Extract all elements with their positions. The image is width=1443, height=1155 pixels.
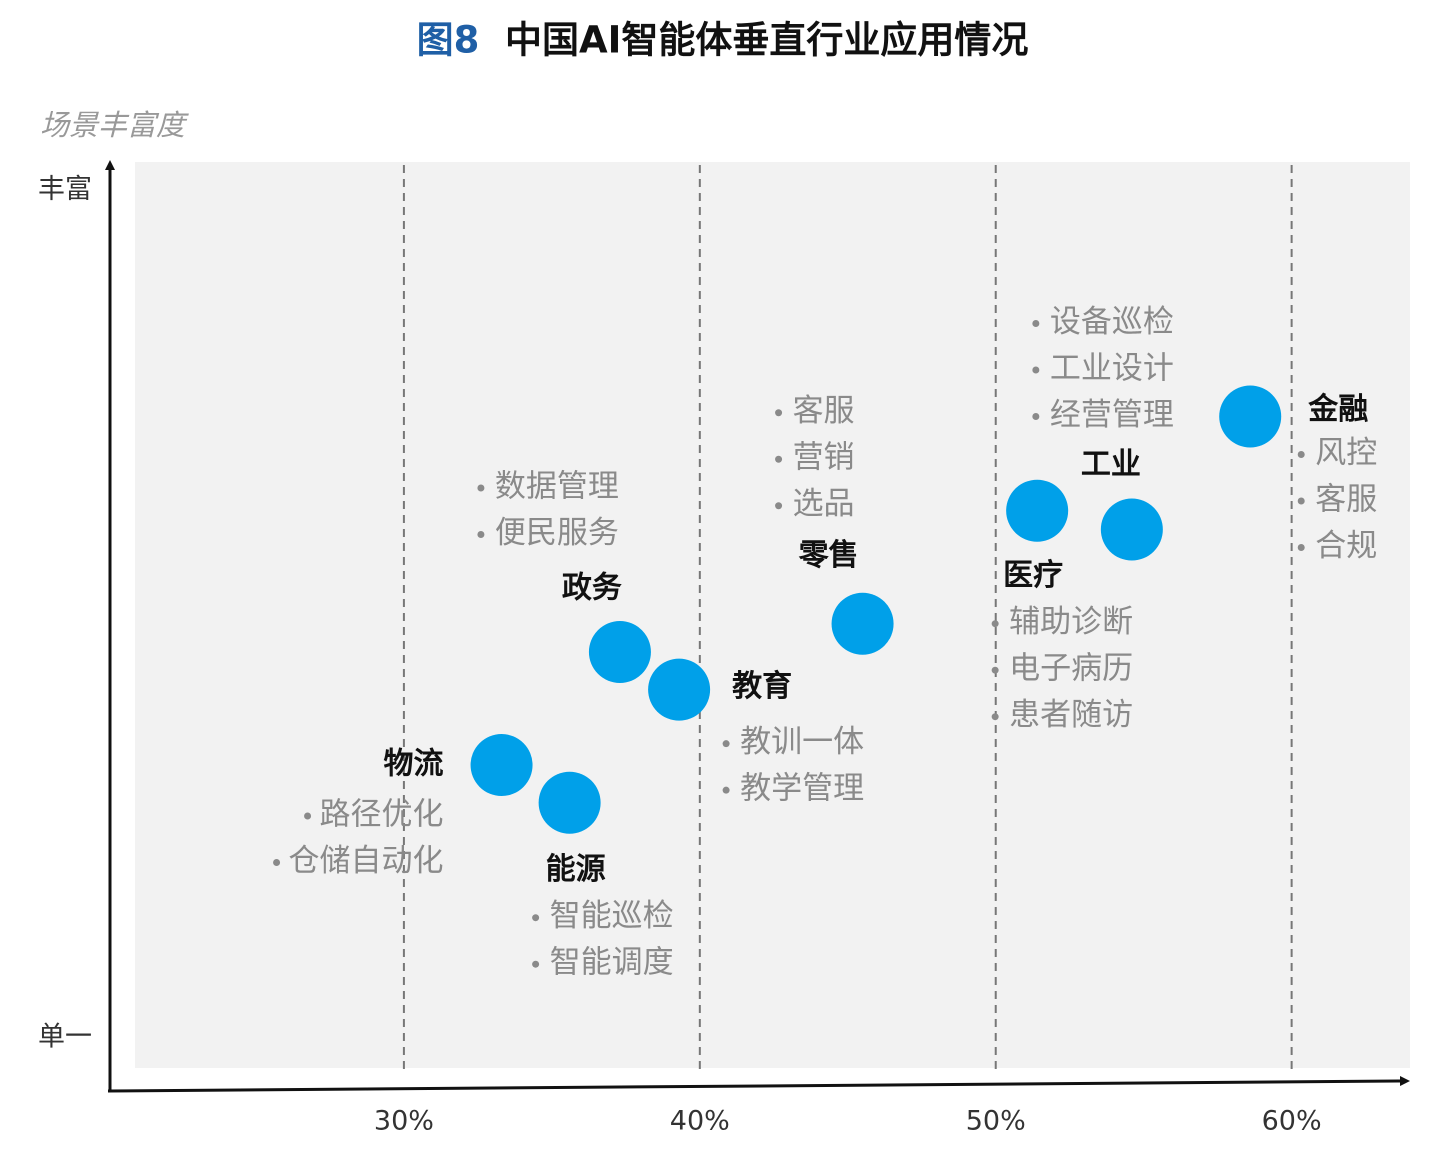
bullet (722, 740, 730, 748)
bullet (775, 502, 783, 510)
x-tick-label: 30% (374, 1106, 434, 1137)
point-item: 仓储自动化 (289, 843, 444, 879)
bullet (1032, 413, 1040, 421)
bullet (1297, 497, 1305, 505)
x-axis (107, 1076, 1410, 1093)
point (1219, 385, 1282, 448)
point-item: 工业设计 (1050, 351, 1174, 387)
point-label: 教育 (732, 669, 792, 704)
bullet (1297, 544, 1305, 552)
point-item: 智能调度 (550, 945, 674, 981)
bullet (304, 812, 312, 820)
point-label: 能源 (546, 852, 606, 887)
point-item: 教学管理 (740, 771, 864, 807)
point (538, 771, 601, 834)
bullet (991, 666, 999, 674)
point-item: 风控 (1315, 435, 1377, 471)
point-item: 教训一体 (740, 724, 864, 760)
point-item: 合规 (1315, 528, 1377, 564)
point-item: 营销 (793, 440, 855, 476)
point-item: 电子病历 (1009, 651, 1133, 687)
point (831, 592, 894, 655)
x-tick-label: 60% (1262, 1106, 1322, 1137)
bullet (991, 713, 999, 721)
bullet (1297, 451, 1305, 459)
y-axis-label: 场景丰富度 (40, 108, 189, 142)
bullet (991, 620, 999, 628)
bullet (532, 914, 540, 922)
y-tick-label: 丰富 (38, 174, 92, 205)
point-label: 医疗 (1003, 558, 1063, 593)
bullet (477, 530, 485, 538)
bullet (532, 960, 540, 968)
point-item: 患者随访 (1009, 697, 1133, 733)
point-item: 智能巡检 (550, 898, 674, 934)
point (1100, 498, 1163, 561)
point (588, 620, 651, 683)
chart-title: 中国AI智能体垂直行业应用情况 (505, 19, 1028, 62)
bullet (775, 455, 783, 463)
point-item: 设备巡检 (1050, 304, 1174, 340)
point-item: 选品 (793, 486, 855, 522)
point-item: 路径优化 (320, 797, 444, 833)
point (1006, 479, 1069, 542)
point (648, 658, 711, 721)
point-item: 便民服务 (495, 515, 619, 551)
point-label: 工业 (1081, 447, 1141, 482)
bullet (775, 409, 783, 417)
x-tick-label: 40% (670, 1106, 730, 1137)
bullet (722, 786, 730, 794)
bullet (1032, 320, 1040, 328)
point-label: 政务 (562, 570, 622, 605)
point-item: 客服 (793, 393, 855, 429)
title-prefix: 图8 (417, 19, 480, 62)
y-tick-label: 单一 (38, 1022, 92, 1053)
x-tick-label: 50% (966, 1106, 1026, 1137)
bullet (1032, 366, 1040, 374)
point-item: 经营管理 (1050, 397, 1174, 433)
point-item: 客服 (1315, 482, 1377, 518)
bullet (477, 484, 485, 492)
point (470, 734, 533, 797)
point-item: 数据管理 (495, 468, 619, 504)
bullet (273, 859, 281, 867)
point-label: 金融 (1307, 392, 1368, 427)
point-item: 辅助诊断 (1009, 604, 1133, 640)
point-label: 零售 (799, 538, 859, 573)
point-label: 物流 (384, 747, 444, 782)
plot-area (135, 162, 1410, 1068)
